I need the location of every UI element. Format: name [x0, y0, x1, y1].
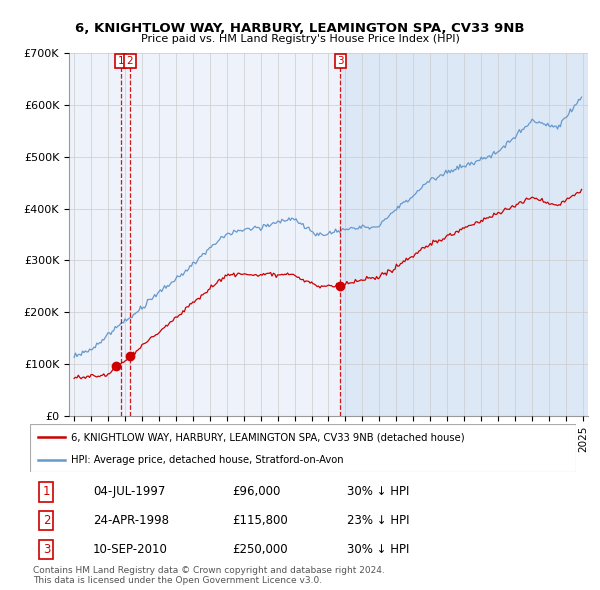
Text: 04-JUL-1997: 04-JUL-1997: [93, 486, 165, 499]
Text: 23% ↓ HPI: 23% ↓ HPI: [347, 514, 409, 527]
FancyBboxPatch shape: [30, 424, 576, 472]
Text: This data is licensed under the Open Government Licence v3.0.: This data is licensed under the Open Gov…: [33, 576, 322, 585]
Text: 1: 1: [43, 486, 50, 499]
Text: 6, KNIGHTLOW WAY, HARBURY, LEAMINGTON SPA, CV33 9NB (detached house): 6, KNIGHTLOW WAY, HARBURY, LEAMINGTON SP…: [71, 432, 464, 442]
Text: Contains HM Land Registry data © Crown copyright and database right 2024.: Contains HM Land Registry data © Crown c…: [33, 566, 385, 575]
Text: 1: 1: [118, 56, 124, 66]
Text: 30% ↓ HPI: 30% ↓ HPI: [347, 486, 409, 499]
Text: 10-SEP-2010: 10-SEP-2010: [93, 543, 167, 556]
Text: £96,000: £96,000: [232, 486, 280, 499]
Text: £250,000: £250,000: [232, 543, 287, 556]
Text: 3: 3: [43, 543, 50, 556]
Text: HPI: Average price, detached house, Stratford-on-Avon: HPI: Average price, detached house, Stra…: [71, 455, 344, 465]
Text: 2: 2: [127, 56, 133, 66]
Text: 3: 3: [337, 56, 344, 66]
Text: 30% ↓ HPI: 30% ↓ HPI: [347, 543, 409, 556]
Text: £115,800: £115,800: [232, 514, 288, 527]
Text: 24-APR-1998: 24-APR-1998: [93, 514, 169, 527]
Text: Price paid vs. HM Land Registry's House Price Index (HPI): Price paid vs. HM Land Registry's House …: [140, 34, 460, 44]
Bar: [340, 53, 600, 416]
Text: 2: 2: [43, 514, 50, 527]
Text: 6, KNIGHTLOW WAY, HARBURY, LEAMINGTON SPA, CV33 9NB: 6, KNIGHTLOW WAY, HARBURY, LEAMINGTON SP…: [75, 22, 525, 35]
